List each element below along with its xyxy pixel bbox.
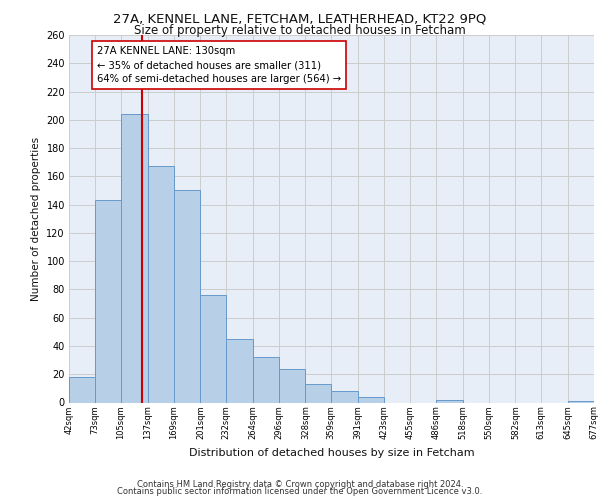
Bar bbox=[174, 190, 200, 402]
Bar bbox=[358, 397, 384, 402]
Text: Contains public sector information licensed under the Open Government Licence v3: Contains public sector information licen… bbox=[118, 487, 482, 496]
Bar bbox=[226, 339, 253, 402]
Bar bbox=[69, 377, 95, 402]
Bar bbox=[148, 166, 174, 402]
Bar bbox=[121, 114, 148, 403]
X-axis label: Distribution of detached houses by size in Fetcham: Distribution of detached houses by size … bbox=[188, 448, 475, 458]
Bar bbox=[200, 295, 226, 403]
Bar bbox=[279, 368, 305, 402]
Bar bbox=[95, 200, 121, 402]
Text: Contains HM Land Registry data © Crown copyright and database right 2024.: Contains HM Land Registry data © Crown c… bbox=[137, 480, 463, 489]
Bar bbox=[253, 358, 279, 403]
Bar bbox=[305, 384, 331, 402]
Text: 27A, KENNEL LANE, FETCHAM, LEATHERHEAD, KT22 9PQ: 27A, KENNEL LANE, FETCHAM, LEATHERHEAD, … bbox=[113, 12, 487, 26]
Text: 27A KENNEL LANE: 130sqm
← 35% of detached houses are smaller (311)
64% of semi-d: 27A KENNEL LANE: 130sqm ← 35% of detache… bbox=[97, 46, 341, 84]
Text: Size of property relative to detached houses in Fetcham: Size of property relative to detached ho… bbox=[134, 24, 466, 37]
Bar bbox=[436, 400, 463, 402]
Bar bbox=[331, 391, 358, 402]
Bar bbox=[568, 401, 594, 402]
Y-axis label: Number of detached properties: Number of detached properties bbox=[31, 136, 41, 301]
